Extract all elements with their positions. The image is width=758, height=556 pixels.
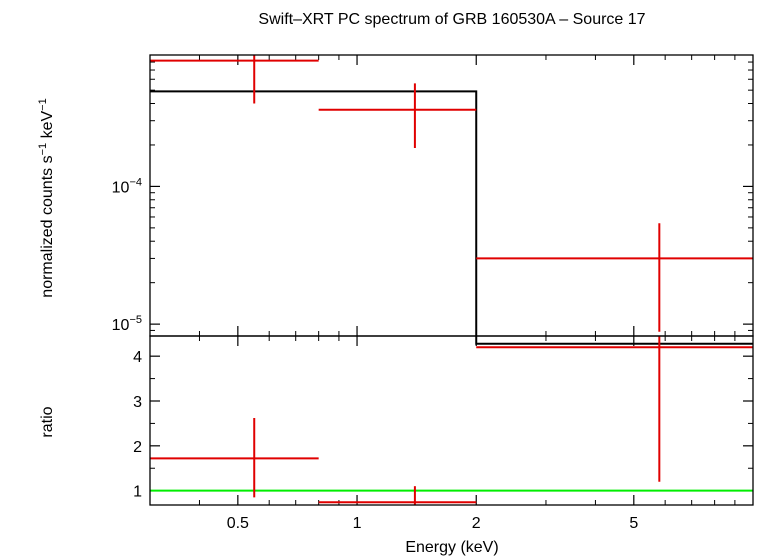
ratio-y-tick-label: 2 [133,439,142,456]
main-plot-area: 10−410−5 [112,55,753,345]
x-tick-label: 2 [472,515,481,532]
x-tick-label: 5 [629,515,638,532]
chart-title: Swift–XRT PC spectrum of GRB 160530A – S… [258,11,645,28]
data-point [318,83,477,149]
ratio-y-tick-label: 4 [133,349,142,366]
main-y-axis-label-unit: keV [39,111,56,143]
x-axis-label: Energy (keV) [405,539,498,556]
main-panel: 10−410−5 normalized counts s−1 keV−1 [37,54,754,345]
x-tick-label: 1 [353,515,362,532]
ratio-y-tick-label: 3 [133,394,142,411]
ratio-point [318,486,477,505]
main-panel-frame [149,54,754,337]
main-y-axis-label-exp2: −1 [37,98,49,111]
model-step-line [150,90,753,345]
data-point [150,55,319,104]
y-tick-exponent: −5 [129,314,142,326]
ratio-y-axis-label: ratio [39,406,56,437]
main-y-axis-label-exp1: −1 [37,143,49,156]
data-point [476,223,753,332]
x-tick-label: 0.5 [227,515,249,532]
y-tick-base: 10 [112,317,130,334]
ratio-panel-frame [149,335,754,506]
ratio-point [476,336,753,482]
y-tick-base: 10 [112,179,130,196]
ratio-panel: 0.5 1 2 5 1 2 3 4 ratio Energy (keV) [39,335,754,556]
main-y-tick-label: 10−4 [112,176,142,196]
main-y-axis-label-text: normalized counts s [39,155,56,297]
y-tick-exponent: −4 [129,176,142,188]
ratio-point [150,418,319,498]
main-y-tick-label: 10−5 [112,314,142,334]
ratio-plot-area: 0.5 1 2 5 1 2 3 4 [133,336,753,532]
main-y-axis-label: normalized counts s−1 keV−1 [37,98,56,297]
ratio-y-tick-label: 1 [133,484,142,501]
